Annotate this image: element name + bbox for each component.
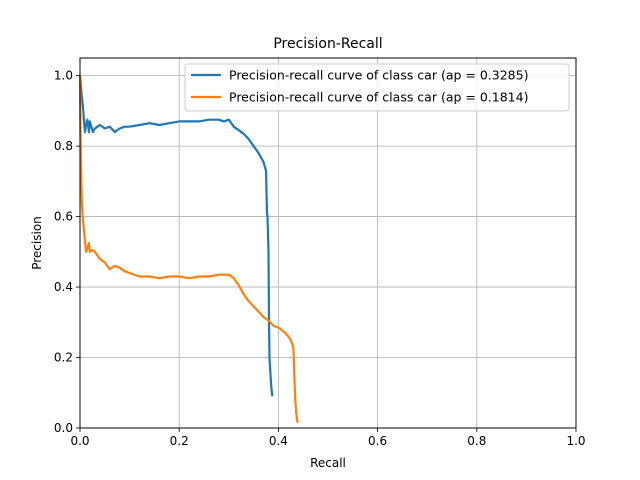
series-line-1 [78,75,274,397]
series-line-2 [78,75,300,424]
axis-ticks: 0.0 0.2 0.4 0.6 0.8 1.0 0.0 0.2 0.4 0.6 0.8 1.0 [54,69,586,448]
legend-box [184,63,570,112]
y-tick-label: 0.2 [54,351,73,365]
y-tick-label: 0.0 [54,421,73,435]
series-lines [78,75,300,424]
y-tick-label: 0.4 [54,280,73,294]
legend-label-1: Precision-recall curve of class car (ap … [229,68,528,83]
legend-label-2: Precision-recall curve of class car (ap … [229,90,528,105]
x-tick-label: 0.4 [269,434,288,448]
grid-lines [79,58,577,429]
y-axis-label: Precision [30,216,44,270]
axes-frame [79,57,577,429]
x-tick-label: 0.6 [368,434,387,448]
x-tick-label: 0.8 [467,434,486,448]
y-tick-label: 0.6 [54,210,73,224]
x-axis-label: Recall [310,456,346,470]
legend: Precision-recall curve of class car (ap … [184,63,570,112]
x-tick-label: 0.0 [70,434,89,448]
y-tick-label: 1.0 [54,69,73,83]
x-tick-label: 1.0 [566,434,585,448]
x-tick-label: 0.2 [170,434,189,448]
chart-title: Precision-Recall [273,36,382,52]
y-tick-label: 0.8 [54,139,73,153]
